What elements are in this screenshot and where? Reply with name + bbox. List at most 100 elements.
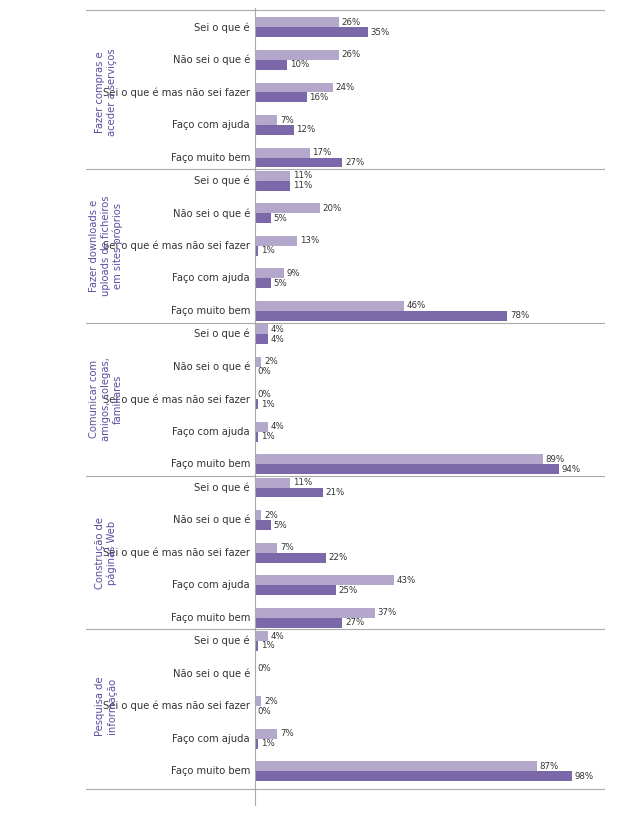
Text: 4%: 4%: [270, 325, 284, 334]
Text: Faço muito bem: Faço muito bem: [170, 766, 250, 777]
Bar: [255, 575, 394, 585]
Bar: [255, 738, 258, 749]
Text: Fazer compras e
aceder a serviços: Fazer compras e aceder a serviços: [95, 49, 117, 136]
Bar: [255, 488, 323, 497]
Text: Não sei o que é: Não sei o que é: [173, 668, 250, 679]
Bar: [255, 729, 278, 738]
Text: Faço com ajuda: Faço com ajuda: [172, 580, 250, 590]
Text: 10%: 10%: [290, 60, 309, 69]
Bar: [255, 236, 297, 246]
Text: Comunicar com
amigos, colegas,
familiares: Comunicar com amigos, colegas, familiare…: [89, 357, 122, 441]
Text: 4%: 4%: [270, 422, 284, 431]
Text: 21%: 21%: [325, 488, 345, 497]
Bar: [255, 478, 291, 488]
Text: 87%: 87%: [539, 762, 558, 771]
Text: 4%: 4%: [270, 632, 284, 641]
Text: Sei o que é mas não sei fazer: Sei o que é mas não sei fazer: [103, 701, 250, 711]
Text: 1%: 1%: [260, 641, 275, 650]
Bar: [255, 171, 291, 181]
Text: Sei o que é: Sei o que é: [194, 483, 250, 492]
Bar: [255, 93, 307, 103]
Bar: [255, 543, 278, 553]
Bar: [255, 696, 262, 706]
Bar: [255, 510, 262, 520]
Text: 35%: 35%: [371, 28, 390, 37]
Bar: [255, 324, 268, 335]
Text: Fazer downloads e
uploads de ficheiros
em sites próprios: Fazer downloads e uploads de ficheiros e…: [89, 195, 123, 296]
Text: 25%: 25%: [338, 585, 358, 595]
Bar: [255, 641, 258, 651]
Text: Sei o que é mas não sei fazer: Sei o que é mas não sei fazer: [103, 547, 250, 558]
Bar: [255, 399, 258, 409]
Bar: [255, 158, 342, 168]
Text: 5%: 5%: [273, 521, 288, 530]
Text: Faço muito bem: Faço muito bem: [170, 152, 250, 163]
Text: 16%: 16%: [309, 93, 328, 102]
Bar: [255, 357, 262, 367]
Text: 89%: 89%: [545, 455, 565, 464]
Text: 37%: 37%: [377, 608, 397, 617]
Text: 7%: 7%: [280, 729, 294, 738]
Text: 98%: 98%: [575, 772, 594, 781]
Text: Faço com ajuda: Faço com ajuda: [172, 733, 250, 744]
Text: 11%: 11%: [293, 182, 312, 190]
Bar: [255, 269, 284, 278]
Bar: [255, 60, 287, 70]
Text: Faço muito bem: Faço muito bem: [170, 613, 250, 623]
Bar: [255, 82, 333, 93]
Bar: [255, 50, 339, 60]
Text: Não sei o que é: Não sei o que é: [173, 361, 250, 372]
Text: Sei o que é: Sei o que é: [194, 176, 250, 186]
Bar: [255, 422, 268, 431]
Text: Pesquisa de
informação: Pesquisa de informação: [95, 676, 117, 736]
Bar: [255, 761, 537, 771]
Text: 1%: 1%: [260, 400, 275, 409]
Text: 11%: 11%: [293, 478, 312, 487]
Bar: [255, 631, 268, 641]
Bar: [255, 585, 336, 595]
Bar: [255, 213, 271, 223]
Text: Não sei o que é: Não sei o que é: [173, 208, 250, 218]
Text: 27%: 27%: [345, 618, 364, 628]
Text: Não sei o que é: Não sei o que é: [173, 515, 250, 525]
Text: Sei o que é mas não sei fazer: Sei o que é mas não sei fazer: [103, 241, 250, 251]
Text: 27%: 27%: [345, 158, 364, 167]
Text: 26%: 26%: [342, 18, 361, 27]
Text: 5%: 5%: [273, 214, 288, 223]
Text: Sei o que é: Sei o que é: [194, 22, 250, 33]
Text: 24%: 24%: [335, 83, 354, 92]
Text: Sei o que é mas não sei fazer: Sei o que é mas não sei fazer: [103, 87, 250, 98]
Text: Faço com ajuda: Faço com ajuda: [172, 427, 250, 437]
Text: 7%: 7%: [280, 116, 294, 125]
Text: 9%: 9%: [286, 269, 300, 278]
Bar: [255, 553, 326, 562]
Text: 5%: 5%: [273, 279, 288, 288]
Text: 0%: 0%: [257, 367, 271, 376]
Bar: [255, 335, 268, 344]
Text: Não sei o que é: Não sei o que é: [173, 55, 250, 65]
Bar: [255, 28, 368, 37]
Bar: [255, 464, 560, 475]
Bar: [255, 246, 258, 256]
Bar: [255, 311, 508, 321]
Text: 13%: 13%: [299, 236, 319, 245]
Text: 22%: 22%: [329, 554, 348, 562]
Bar: [255, 301, 404, 311]
Text: Faço muito bem: Faço muito bem: [170, 306, 250, 316]
Text: 1%: 1%: [260, 739, 275, 748]
Text: 12%: 12%: [296, 125, 315, 134]
Text: Faço com ajuda: Faço com ajuda: [172, 120, 250, 130]
Bar: [255, 618, 342, 628]
Bar: [255, 147, 310, 158]
Text: 17%: 17%: [312, 148, 332, 157]
Bar: [255, 608, 375, 618]
Bar: [255, 431, 258, 442]
Text: 2%: 2%: [264, 510, 278, 519]
Text: 26%: 26%: [342, 50, 361, 59]
Bar: [255, 181, 291, 190]
Bar: [255, 520, 271, 530]
Text: 20%: 20%: [322, 204, 341, 212]
Text: 2%: 2%: [264, 357, 278, 366]
Text: Sei o que é: Sei o que é: [194, 329, 250, 339]
Text: 43%: 43%: [397, 575, 416, 584]
